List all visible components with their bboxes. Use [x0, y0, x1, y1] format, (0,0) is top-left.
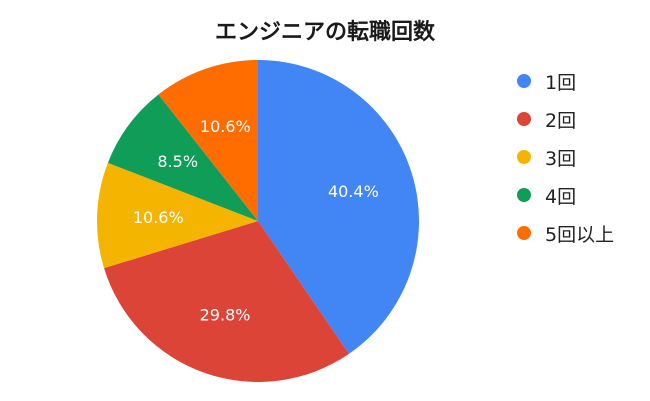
legend-swatch-4: [517, 188, 531, 202]
legend-label-2: 2回: [545, 109, 577, 132]
legend: 1回 2回 3回 4回 5回以上: [517, 62, 614, 252]
pie-slice-label-4: 8.5%: [157, 152, 198, 171]
pie-slice-3: [97, 162, 258, 269]
legend-item-3: 3回: [517, 138, 614, 176]
legend-item-5: 5回以上: [517, 214, 614, 252]
legend-label-5: 5回以上: [545, 223, 615, 246]
chart-title: エンジニアの転職回数: [214, 20, 435, 45]
legend-swatch-5: [517, 226, 531, 240]
legend-label-1: 1回: [545, 71, 577, 94]
legend-label-3: 3回: [545, 147, 577, 170]
legend-swatch-3: [517, 150, 531, 164]
pie-slice-label-3: 10.6%: [133, 208, 184, 227]
pie-slice-4: [107, 94, 258, 221]
pie-slice-5: [158, 60, 258, 221]
legend-item-2: 2回: [517, 100, 614, 138]
legend-item-4: 4回: [517, 176, 614, 214]
pie-slice-label-5: 10.6%: [200, 117, 251, 136]
pie-slice-label-1: 40.4%: [328, 182, 379, 201]
pie-slice-2: [104, 221, 349, 382]
pie-slice-1: [258, 60, 419, 354]
legend-swatch-2: [517, 112, 531, 126]
legend-label-4: 4回: [545, 185, 577, 208]
legend-swatch-1: [517, 74, 531, 88]
legend-item-1: 1回: [517, 62, 614, 100]
pie-slice-label-2: 29.8%: [200, 306, 251, 325]
